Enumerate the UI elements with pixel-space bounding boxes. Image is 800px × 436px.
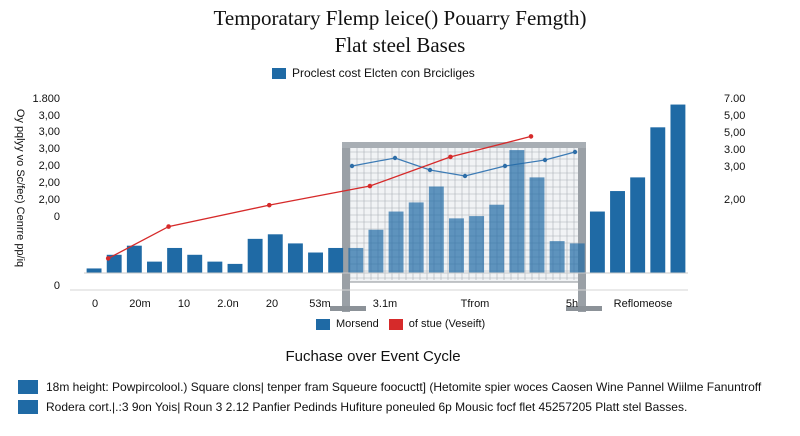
line-point	[528, 134, 534, 139]
bar	[509, 150, 525, 273]
bar	[428, 186, 444, 273]
footer-text-1: 18m height: Powpircolool.) Square clons|…	[46, 380, 762, 394]
bar	[630, 177, 646, 273]
bar	[388, 211, 404, 273]
fence-base-left	[330, 306, 366, 311]
bar	[650, 127, 666, 273]
bar	[368, 229, 384, 273]
fence-overlay-point	[392, 155, 398, 161]
left-y-tick-label: 3,00	[39, 143, 60, 155]
bar	[106, 254, 122, 273]
bar	[267, 234, 283, 273]
bar	[227, 263, 243, 273]
footer-text-2: Rodera cort.|.:3 9on Yois| Roun 3 2.12 P…	[46, 400, 688, 414]
legend-swatch-bars	[316, 318, 330, 330]
left-y-tick-label: 3,00	[39, 110, 60, 122]
bar	[86, 268, 102, 273]
chart-caption: Fuchase over Event Cycle	[285, 348, 461, 365]
bar	[670, 104, 686, 273]
footer-swatch-1	[18, 380, 38, 394]
bar	[207, 261, 223, 273]
line-point	[105, 256, 111, 261]
x-tick-label: 20	[266, 298, 278, 310]
right-y-tick-label: 5,00	[724, 127, 745, 139]
fence-overlay-point	[502, 163, 508, 169]
fence-post-left	[342, 142, 350, 312]
legend-top-label: Proclest cost Elcten con Brcicliges	[292, 66, 475, 80]
x-tick-label: 0	[92, 298, 98, 310]
right-y-tick-label: 2,00	[724, 194, 745, 206]
bar	[147, 261, 162, 273]
bar	[589, 211, 605, 273]
fence-overlay-point	[572, 149, 578, 155]
fence-top-rail	[342, 142, 586, 148]
chart-subtitle: Flat steel Bases	[334, 33, 466, 57]
footer-note-2: Rodera cort.|.:3 9on Yois| Roun 3 2.12 P…	[18, 400, 687, 414]
legend-label-bars: Morsend	[336, 318, 379, 330]
left-y-tick-label: 2,00	[39, 194, 60, 206]
chart-title: Temporatary Flemp leice() Pouarry Femgth…	[213, 6, 587, 30]
footer-swatch-2	[18, 400, 38, 414]
fence-overlay-point	[462, 173, 468, 179]
legend-mid: Morsend of stue (Veseift)	[316, 318, 485, 330]
footer-note-1: 18m height: Powpircolool.) Square clons|…	[18, 380, 761, 394]
x-tick-label: Tfrom	[461, 298, 490, 310]
fence-overlay-point	[349, 163, 355, 169]
right-y-tick-label: 5,00	[724, 110, 745, 122]
bar	[449, 218, 464, 273]
x-tick-label: Reflomeose	[614, 298, 673, 310]
legend-top-swatch	[272, 67, 286, 79]
left-y-tick-label: 1.800	[32, 93, 60, 105]
bar	[489, 204, 505, 273]
bar	[529, 177, 545, 273]
bar	[167, 247, 183, 273]
x-tick-label: 3.1m	[373, 298, 397, 310]
bar	[126, 245, 142, 273]
fence-overlay-point	[427, 167, 433, 173]
bar	[469, 216, 485, 273]
x-tick-label: 2.0n	[217, 298, 238, 310]
x-tick-label: 53m	[309, 298, 330, 310]
left-y-tick-label: 0	[54, 280, 60, 292]
bar	[610, 191, 625, 273]
right-y-tick-label: 3.00	[724, 144, 745, 156]
line-point	[166, 224, 171, 229]
legend-swatch-line	[388, 318, 403, 330]
left-y-tick-label: 2,00	[39, 177, 60, 189]
bar	[187, 254, 203, 273]
y-axis-label: Oy pqlyy vo Sc/fec) Cenrre pp/iq	[14, 109, 26, 267]
bar	[328, 247, 344, 273]
bar	[308, 252, 323, 273]
right-y-tick-label: 7.00	[724, 93, 745, 105]
line-point	[367, 183, 373, 189]
x-tick-label: 10	[178, 298, 190, 310]
bar	[569, 243, 585, 273]
bar	[549, 241, 565, 273]
fence-base-right	[566, 306, 602, 311]
left-y-tick-label: 2,00	[39, 160, 60, 172]
bar	[408, 202, 424, 273]
x-tick-label: 5h	[566, 298, 578, 310]
fence-overlay-point	[542, 157, 548, 163]
bar	[287, 243, 303, 273]
bar	[247, 238, 263, 273]
legend-top: Proclest cost Elcten con Brcicliges	[272, 66, 475, 80]
left-y-tick-label: 0	[54, 211, 60, 223]
left-y-tick-label: 3,00	[39, 126, 60, 138]
line-point	[266, 202, 272, 208]
x-tick-label: 20m	[129, 298, 150, 310]
right-y-tick-label: 3,00	[724, 161, 745, 173]
fence-post-right	[578, 142, 586, 312]
line-point	[448, 154, 453, 160]
fence-panel-image	[330, 142, 602, 312]
legend-label-line: of stue (Veseift)	[408, 318, 486, 330]
bar	[348, 247, 364, 273]
line-series-path	[107, 135, 532, 260]
